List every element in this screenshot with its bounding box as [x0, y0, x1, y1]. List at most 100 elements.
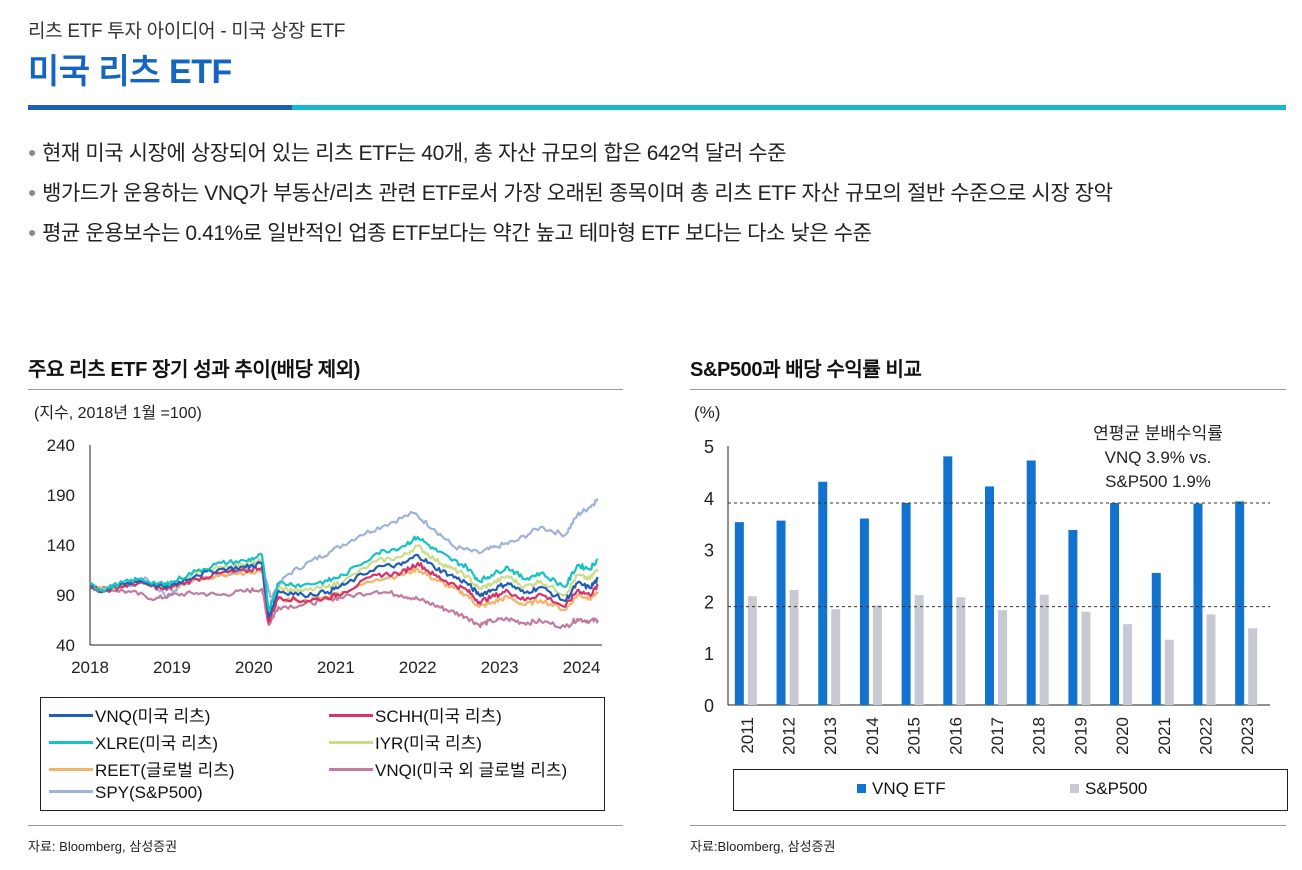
bar-chart-title: S&P500과 배당 수익률 비교 — [690, 359, 922, 381]
bullet-item: ● 뱅가드가 운용하는 VNQ가 부동산/리츠 관련 ETF로서 가장 오래된 종… — [28, 182, 1113, 222]
y-tick-label: 3 — [704, 541, 714, 561]
bar-sp500-2022 — [1206, 614, 1216, 705]
left-source-rule — [28, 825, 623, 826]
page-subtitle: 리츠 ETF 투자 아이디어 - 미국 상장 ETF — [28, 21, 346, 42]
bar-chart: (%) 5 4 3 2 1 0 2011 2012 2013 2014 2015 2016 2017 201… — [694, 403, 1270, 755]
series-line-schh — [88, 561, 599, 624]
bar-sp500-2018 — [1039, 594, 1049, 705]
legend-item-schh: SCHH(미국 리츠) — [329, 702, 502, 727]
x-tick-label: 2020 — [1113, 717, 1132, 755]
x-tick-label: 2011 — [738, 717, 757, 754]
line-chart-unit-label: (지수, 2018년 1월 =100) — [34, 404, 202, 422]
x-tick-label: 2021 — [1155, 717, 1174, 755]
right-source-rule — [690, 825, 1286, 826]
series-line-vnqi — [89, 582, 599, 630]
bar-vnq-2019 — [1068, 529, 1078, 705]
left-source: 자료: Bloomberg, 삼성증권 — [28, 839, 178, 854]
bar-vnq-2013 — [818, 481, 828, 705]
y-tick-label: 40 — [56, 636, 75, 655]
line-chart-legend: VNQ(미국 리츠) SCHH(미국 리츠) XLRE(미국 리츠) IYR(미… — [40, 697, 605, 811]
annotation-text: S&P500 1.9% — [1105, 472, 1211, 491]
x-tick-label: 2015 — [905, 717, 924, 755]
y-tick-label: 1 — [704, 644, 714, 664]
bar-vnq-2020 — [1110, 502, 1120, 705]
x-tick-label: 2018 — [71, 658, 109, 677]
bar-vnq-2021 — [1151, 572, 1161, 705]
legend-label: IYR(미국 리츠) — [375, 734, 482, 753]
bar-chart-unit-label: (%) — [694, 403, 720, 422]
bullet-dot-icon: ● — [28, 184, 37, 200]
bar-sp500-2011 — [747, 596, 757, 705]
bullet-text: 평균 운용보수는 0.41%로 일반적인 업종 ETF보다는 약간 높고 테마형… — [42, 222, 872, 245]
right-title-rule — [690, 389, 1286, 390]
legend-label: SCHH(미국 리츠) — [375, 707, 502, 726]
bar-vnq-2012 — [776, 520, 786, 705]
y-tick-label: 2 — [704, 592, 714, 612]
legend-swatch — [49, 714, 93, 717]
y-tick-label: 0 — [704, 696, 714, 716]
annotation-text: VNQ 3.9% vs. — [1105, 448, 1212, 467]
bullet-dot-icon: ● — [28, 144, 37, 160]
bullet-item: ● 현재 미국 시장에 상장되어 있는 리츠 ETF는 40개, 총 자산 규모의… — [28, 142, 1113, 182]
bar-vnq-2016 — [943, 456, 953, 705]
x-tick-label: 2013 — [821, 717, 840, 755]
y-tick-label: 240 — [47, 436, 75, 455]
legend-swatch — [49, 741, 93, 744]
legend-label: SPY(S&P500) — [95, 783, 203, 802]
x-tick-label: 2021 — [317, 658, 355, 677]
bar-vnq-2011 — [734, 522, 744, 705]
bar-sp500-2012 — [789, 590, 799, 705]
x-tick-label: 2023 — [481, 658, 519, 677]
y-tick-label: 190 — [47, 486, 75, 505]
series-line-vnq — [89, 553, 599, 619]
bar-vnq-2015 — [901, 502, 911, 705]
legend-label: S&P500 — [1085, 779, 1148, 798]
x-tick-label: 2019 — [153, 658, 191, 677]
x-tick-label: 2022 — [1196, 717, 1215, 755]
x-tick-label: 2012 — [780, 717, 799, 755]
bar-sp500-2021 — [1164, 639, 1174, 705]
bullet-dot-icon: ● — [28, 224, 37, 240]
legend-swatch — [49, 768, 93, 771]
legend-swatch — [49, 790, 93, 793]
bullet-text: 현재 미국 시장에 상장되어 있는 리츠 ETF는 40개, 총 자산 규모의 … — [42, 142, 787, 165]
x-tick-label: 2018 — [1030, 717, 1049, 755]
bar-vnq-2023 — [1235, 501, 1245, 705]
annotation-text: 연평균 분배수익률 — [1093, 424, 1223, 443]
bar-sp500-2019 — [1081, 611, 1091, 705]
y-tick-label: 5 — [704, 437, 714, 457]
legend-label: VNQ ETF — [872, 779, 946, 798]
bullet-text: 뱅가드가 운용하는 VNQ가 부동산/리츠 관련 ETF로서 가장 오래된 종목… — [42, 182, 1113, 205]
legend-item-vnqi: VNQI(미국 외 글로벌 리츠) — [329, 756, 567, 781]
legend-label: VNQ(미국 리츠) — [95, 707, 211, 726]
legend-item-spy: SPY(S&P500) — [49, 783, 203, 803]
legend-item-sp500: S&P500 — [1070, 779, 1147, 799]
x-tick-label: 2019 — [1071, 717, 1090, 755]
bar-sp500-2017 — [998, 610, 1007, 705]
legend-swatch — [1070, 784, 1079, 793]
page-title: 미국 리츠 ETF — [28, 53, 232, 91]
legend-item-vnq-etf: VNQ ETF — [857, 779, 946, 799]
bar-vnq-2014 — [859, 518, 869, 705]
bar-sp500-2013 — [831, 609, 841, 705]
y-tick-label: 90 — [56, 586, 75, 605]
legend-swatch — [329, 741, 373, 744]
bar-sp500-2014 — [872, 605, 882, 705]
x-tick-label: 2014 — [863, 717, 882, 755]
line-chart: (지수, 2018년 1월 =100) 240 190 140 90 40 2018 2019… — [34, 404, 602, 677]
x-tick-label: 2024 — [563, 658, 601, 677]
x-tick-label: 2023 — [1238, 717, 1257, 755]
y-tick-label: 4 — [704, 489, 714, 509]
series-line-xlre — [89, 535, 599, 612]
title-divider — [28, 105, 1286, 110]
line-chart-title: 주요 리츠 ETF 장기 성과 추이(배당 제외) — [28, 359, 361, 381]
bar-sp500-2023 — [1248, 628, 1258, 705]
legend-item-iyr: IYR(미국 리츠) — [329, 729, 482, 754]
bar-vnq-2022 — [1193, 503, 1203, 705]
legend-item-vnq: VNQ(미국 리츠) — [49, 702, 210, 727]
series-line-spy — [89, 498, 599, 599]
legend-label: VNQI(미국 외 글로벌 리츠) — [375, 761, 568, 780]
legend-label: XLRE(미국 리츠) — [95, 734, 219, 753]
bar-sp500-2015 — [914, 595, 924, 705]
bar-sp500-2016 — [956, 597, 966, 705]
